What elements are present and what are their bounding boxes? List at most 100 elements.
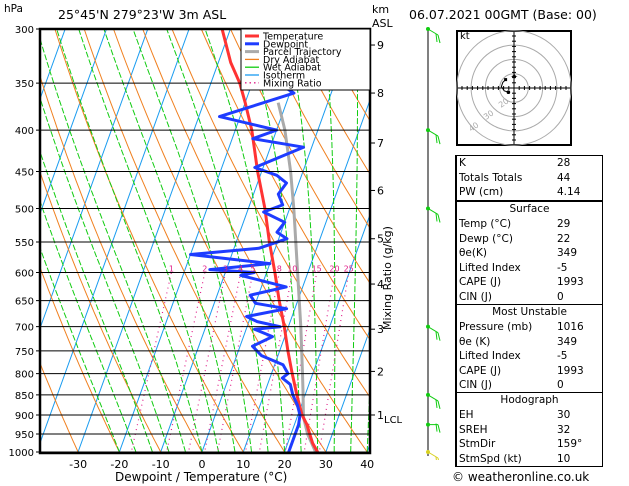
wet-adiabat-line [204,29,286,453]
x-ticks: -30 -20 -10 0 10 20 30 40 [69,458,374,471]
index-value: 0 [557,290,564,303]
x-tick-label: 20 [278,458,292,471]
hodograph-trace [500,79,509,93]
pressure-label: 300 [15,25,34,36]
km-tick-label: 7 [377,137,384,150]
index-label: Dewp (°C) [459,232,513,245]
index-value: -5 [557,261,568,274]
legend-label: Temperature [262,32,323,43]
pressure-label: 850 [15,391,34,402]
dry-adiabat-line [229,29,370,285]
index-value: 349 [557,247,578,259]
index-label: θe (K) [459,335,491,348]
km-tick-label: 3 [377,323,384,336]
surface-row: θe(K) 349 [457,246,602,261]
index-row-pw: PW (cm) 4.14 [457,185,602,200]
index-label: K [459,157,466,169]
wind-barb-flag [437,34,441,44]
hodograph-end [504,78,508,82]
pressure-label: 400 [15,126,34,137]
legend-label: Dry Adiabat [263,55,320,66]
hodograph-title: Hodograph [500,394,559,406]
surface-panel: Surface Temp (°C) 29 Dewp (°C) 22 θe(K) 349… [455,201,603,305]
isotherm-line [324,327,370,453]
plot-frame [38,27,372,455]
dewpoint-line [189,29,322,453]
index-value: 28 [557,157,571,169]
index-label: StmSpd (kt) [459,452,522,465]
pressure-label: 500 [15,204,34,215]
mixing-ratio-line [187,272,227,453]
index-value: 0 [557,379,564,391]
index-value: -5 [557,350,568,362]
surface-row: Lifted Index -5 [457,261,602,276]
surface-row: CIN (J) 0 [457,290,602,305]
index-label: CAPE (J) [459,276,502,288]
indices-top-panel: K 28 Totals Totals 44 PW (cm) 4.14 [455,155,603,201]
isotherm-line [283,213,370,453]
parcel-trajectory-line [276,102,319,453]
mu-row: Pressure (mb) 1016 [457,320,602,335]
index-value: 159° [557,438,583,450]
wind-barb-flag [435,423,438,432]
dry-adiabat-line [288,29,370,175]
pressure-label: 800 [15,370,34,381]
index-value: 1993 [557,364,584,377]
wind-barb-flag [435,331,438,340]
x-tick-label: 30 [319,458,333,471]
wind-barb-flag [437,457,440,460]
copyright[interactable]: © weatheronline.co.uk [452,470,590,484]
hodo-row: EH 30 [457,408,602,423]
index-label: Lifted Index [459,350,521,362]
mixing-ratio-label: 5 [250,265,255,274]
x-tick-label: -20 [110,458,128,471]
mixing-ratio-label: 20 [329,265,339,274]
x-tick-label: 10 [236,458,250,471]
mu-row: θe (K) 349 [457,335,602,350]
hodograph-panel: Hodograph EH 30 SREH 32 StmDir 159° StmSpd … [455,392,603,467]
mixing-ratio-label: 15 [312,265,322,274]
dry-adiabat-line [40,361,80,453]
km-tick-label: 5 [377,233,384,246]
km-tick-label: 8 [377,87,384,100]
x-axis-label: Dewpoint / Temperature (°C) [115,470,288,484]
wet-adiabat-line [103,29,236,453]
surface-row: CAPE (J) 1993 [457,275,602,290]
index-label: Totals Totals [459,171,523,184]
index-label: PW (cm) [459,186,504,198]
km-tick-label: 9 [377,39,384,52]
hodo-row: SREH 32 [457,423,602,438]
isotherm-line [40,29,66,101]
mixing-ratio-label: 25 [344,265,354,274]
wind-barb-flag [437,214,441,223]
index-label: θe(K) [459,247,487,259]
pressure-label: 950 [15,430,34,441]
wind-barb-flag [435,213,438,222]
mixing-ratio-label: 8 [277,265,282,274]
km-tick-label: 1 [377,409,384,422]
pressure-label: 550 [15,238,34,249]
index-value: 4.14 [557,186,581,198]
mixing-ratio-line [318,272,350,453]
wind-barb-flag [437,135,441,145]
pressure-label: 450 [15,167,34,178]
index-label: StmDir [459,438,496,450]
wet-adiabat-line [40,246,120,453]
mixing-ratio-line [130,272,172,453]
wind-barbs [426,27,441,460]
mixing-ratio-label: 1 [169,265,174,274]
legend-label: Mixing Ratio [263,78,322,89]
km-tick-label: 6 [377,184,384,197]
x-tick-label: 40 [360,458,374,471]
legend-label: Dewpoint [263,39,308,50]
isotherm-line [40,29,190,445]
isotherm-line [40,29,108,216]
mu-row: CAPE (J) 1993 [457,364,602,379]
surface-row: Temp (°C) 29 [457,217,602,232]
index-value: 1993 [557,276,584,288]
x-tick-label: -10 [152,458,170,471]
index-value: 349 [557,335,578,348]
